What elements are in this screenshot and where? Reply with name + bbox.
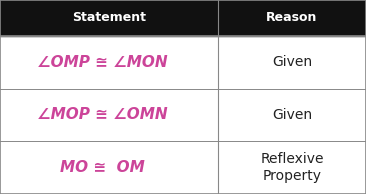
Bar bbox=[0, 0, 366, 36]
Bar bbox=[0, 89, 366, 141]
Text: Given: Given bbox=[272, 55, 312, 69]
Text: Reason: Reason bbox=[266, 11, 318, 24]
Text: MO ≅  OM: MO ≅ OM bbox=[60, 160, 145, 175]
Text: Reflexive
Property: Reflexive Property bbox=[260, 152, 324, 183]
Text: Statement: Statement bbox=[72, 11, 146, 24]
Text: Given: Given bbox=[272, 108, 312, 122]
Bar bbox=[0, 141, 366, 194]
Text: ∠OMP ≅ ∠MON: ∠OMP ≅ ∠MON bbox=[37, 55, 168, 70]
Text: ∠MOP ≅ ∠OMN: ∠MOP ≅ ∠OMN bbox=[37, 107, 168, 122]
Bar bbox=[0, 36, 366, 89]
